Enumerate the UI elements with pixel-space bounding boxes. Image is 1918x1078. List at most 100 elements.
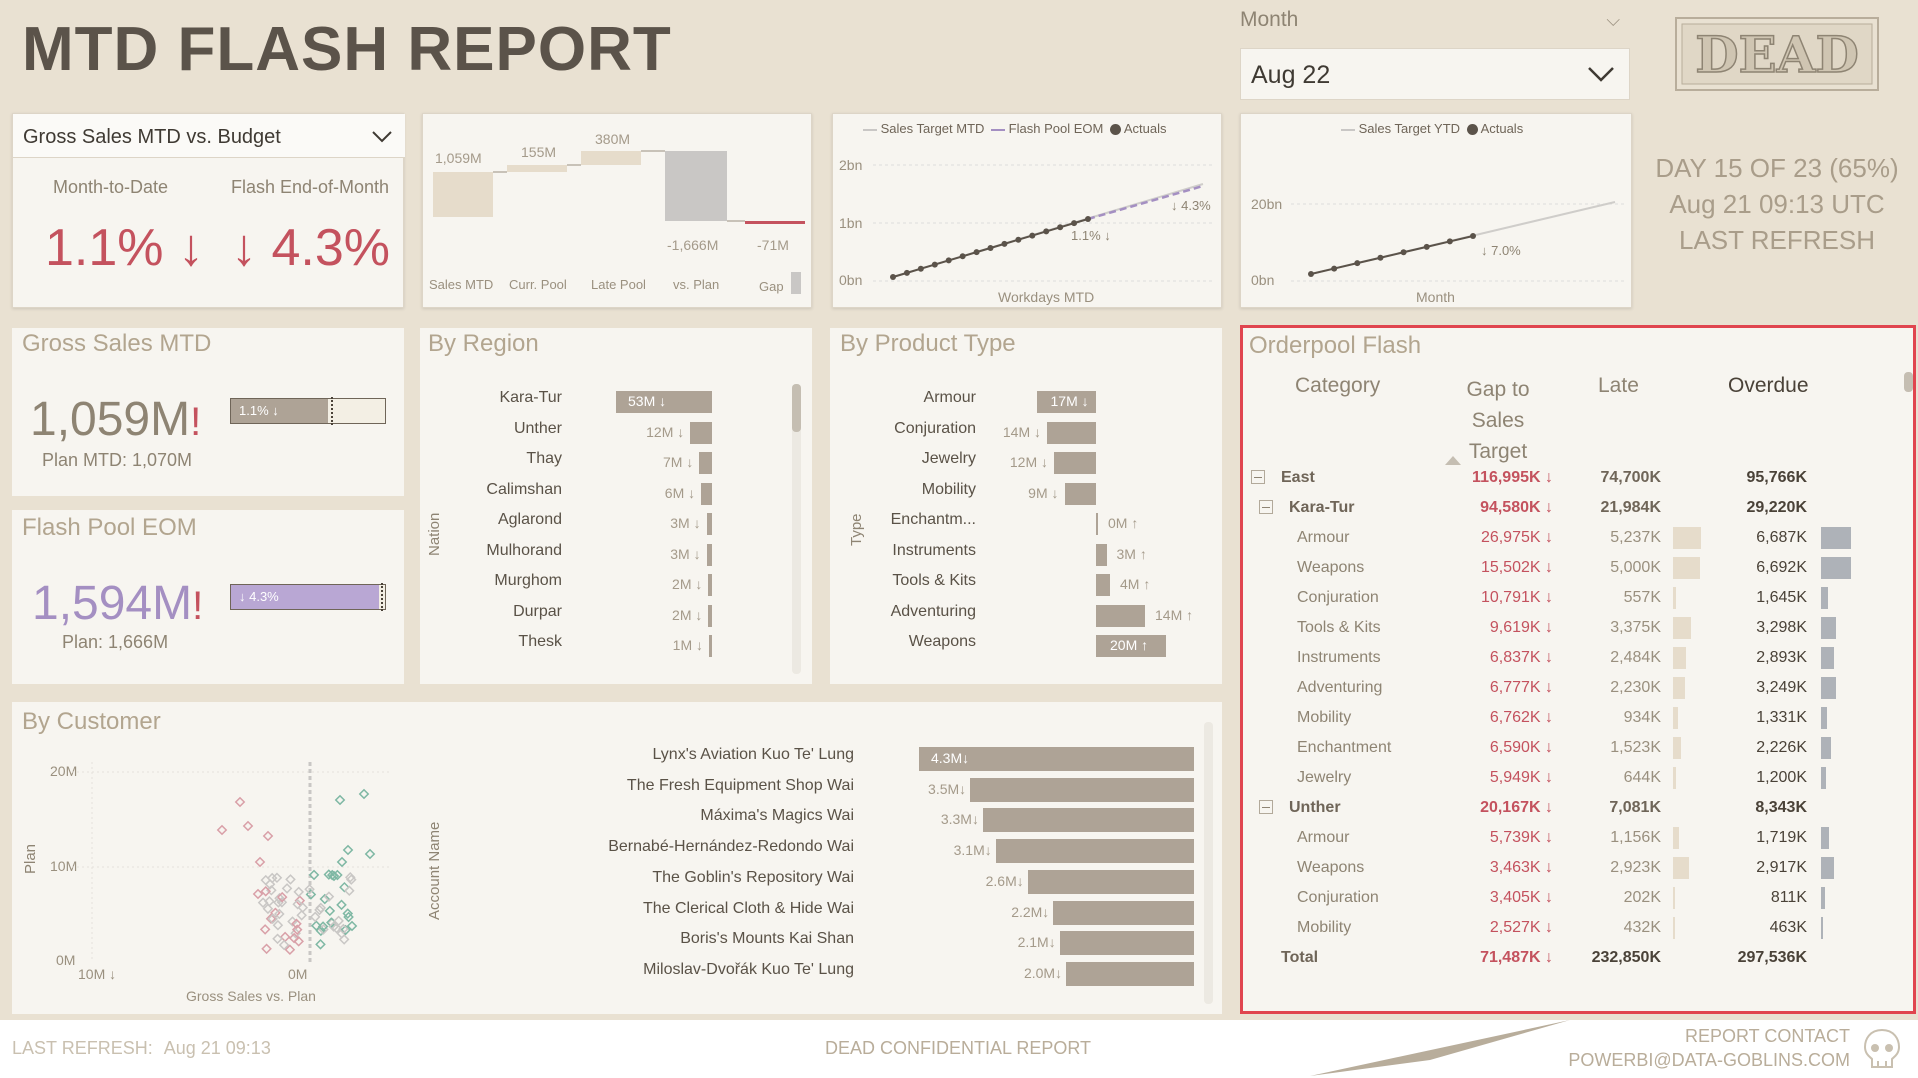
table-row[interactable]: Unther 20,167K ↓ 7,081K 8,343K	[1243, 793, 1851, 823]
customer-label: The Fresh Equipment Shop Wai	[626, 776, 854, 794]
total-row: Total 71,487K ↓ 232,850K 297,536K	[1243, 943, 1851, 973]
scrollbar[interactable]	[1904, 372, 1913, 932]
collapse-icon[interactable]	[1251, 470, 1265, 484]
table-row[interactable]: Conjuration 10,791K ↓ 557K 1,645K	[1243, 583, 1851, 613]
late-bar-cell	[1661, 763, 1701, 793]
gap-cell: 3,405K ↓	[1489, 889, 1553, 906]
scatter-point	[267, 913, 278, 925]
collapse-icon[interactable]	[1259, 500, 1273, 514]
table-row[interactable]: Armour 26,975K ↓ 5,237K 6,687K	[1243, 523, 1851, 553]
region-value-label: 3M ↓	[670, 515, 701, 531]
product-bar[interactable]	[1047, 421, 1096, 444]
region-bar[interactable]	[699, 452, 712, 474]
category-cell: Kara-Tur	[1243, 493, 1423, 523]
actuals-point	[1001, 240, 1008, 247]
region-bar[interactable]	[701, 482, 712, 505]
collapse-icon[interactable]	[1259, 800, 1273, 814]
customer-bar[interactable]	[919, 747, 1194, 771]
y-tick: 20bn	[1251, 196, 1283, 212]
table-row[interactable]: Mobility 2,527K ↓ 432K 463K	[1243, 913, 1851, 943]
table-row[interactable]: Mobility 6,762K ↓ 934K 1,331K	[1243, 703, 1851, 733]
gross-sales-bullet: 1.1% ↓	[230, 397, 386, 425]
column-header-gap[interactable]: Gap to Sales Target	[1466, 378, 1530, 463]
bullet-label: 1.1% ↓	[239, 403, 279, 418]
product-bar[interactable]	[1096, 635, 1166, 657]
scatter-point	[234, 796, 246, 808]
sort-ascending-icon[interactable]	[1445, 456, 1461, 465]
table-row[interactable]: Instruments 6,837K ↓ 2,484K 2,893K	[1243, 643, 1851, 673]
product-bar[interactable]	[1036, 391, 1096, 413]
scatter-point	[338, 923, 349, 935]
panel-title: Gross Sales MTD	[22, 330, 212, 357]
region-bar[interactable]	[706, 513, 712, 535]
contact-email[interactable]: POWERBI@DATA-GOBLINS.COM	[1568, 1050, 1850, 1070]
product-bar[interactable]	[1096, 513, 1098, 535]
total-overdue: 297,536K	[1737, 949, 1807, 966]
customer-bar[interactable]	[970, 777, 1194, 802]
x-axis-label: Month	[1416, 289, 1455, 305]
scatter-point	[343, 911, 354, 923]
scatter-point	[324, 905, 336, 917]
table-row[interactable]: Armour 5,739K ↓ 1,156K 1,719K	[1243, 823, 1851, 853]
kpi-eom-label: Flash End-of-Month	[231, 177, 390, 197]
scatter-point	[261, 943, 272, 955]
product-bar[interactable]	[1054, 452, 1096, 474]
scatter-point	[338, 934, 350, 945]
gap-cell: 116,995K ↓	[1472, 469, 1553, 486]
region-bar[interactable]	[709, 635, 712, 657]
column-header-overdue[interactable]: Overdue	[1728, 374, 1809, 397]
annotation-label: ↓ 7.0%	[1481, 243, 1521, 258]
customer-bar[interactable]	[1053, 900, 1194, 925]
table-row[interactable]: Jewelry 5,949K ↓ 644K 1,200K	[1243, 763, 1851, 793]
table-row[interactable]: East 116,995K ↓ 74,700K 95,766K	[1243, 463, 1851, 493]
product-label: Armour	[923, 389, 976, 406]
late-bar	[1673, 527, 1701, 549]
region-bar[interactable]	[690, 421, 712, 444]
scatter-point	[288, 932, 300, 944]
customer-bar[interactable]	[995, 839, 1194, 864]
customer-bar[interactable]	[1066, 961, 1194, 986]
region-bar[interactable]	[708, 574, 712, 596]
late-cell: 2,230K	[1610, 679, 1661, 696]
waterfall-bar-gap	[745, 221, 805, 224]
customer-bar[interactable]	[1059, 931, 1194, 956]
column-header-late[interactable]: Late	[1598, 374, 1639, 397]
product-bar[interactable]	[1096, 574, 1110, 596]
waterfall-chart	[433, 150, 805, 294]
table-row[interactable]: Adventuring 6,777K ↓ 2,230K 3,249K	[1243, 673, 1851, 703]
overdue-bar-cell	[1807, 673, 1851, 703]
product-value-label: 14M ↑	[1155, 606, 1194, 623]
column-header-category[interactable]: Category	[1295, 374, 1381, 397]
scrollbar[interactable]	[1204, 722, 1213, 1004]
gap-cell: 10,791K ↓	[1480, 589, 1553, 606]
table-row[interactable]: Weapons 15,502K ↓ 5,000K 6,692K	[1243, 553, 1851, 583]
gap-cell: 6,837K ↓	[1489, 649, 1553, 666]
logo-text: DEAD	[1695, 25, 1859, 84]
late-bar	[1673, 707, 1678, 729]
table-row[interactable]: Tools & Kits 9,619K ↓ 3,375K 3,298K	[1243, 613, 1851, 643]
y-tick: 0bn	[839, 272, 863, 288]
table-row[interactable]: Conjuration 3,405K ↓ 202K 811K	[1243, 883, 1851, 913]
chevron-down-icon[interactable]: ⌵	[1606, 10, 1620, 30]
x-tick: 10M ↓	[78, 966, 117, 982]
kpi-selector[interactable]: Gross Sales MTD vs. Budget	[13, 114, 405, 158]
table-row[interactable]: Weapons 3,463K ↓ 2,923K 2,917K	[1243, 853, 1851, 883]
table-row[interactable]: Enchantment 6,590K ↓ 1,523K 2,226K	[1243, 733, 1851, 763]
customer-bar[interactable]	[1027, 869, 1194, 894]
region-bar[interactable]	[708, 604, 712, 627]
month-dropdown[interactable]: Aug 22	[1240, 48, 1630, 100]
total-gap: 71,487K ↓	[1480, 949, 1553, 966]
customer-bar[interactable]	[982, 808, 1194, 833]
region-bar[interactable]	[616, 391, 712, 413]
product-label: Conjuration	[894, 419, 976, 437]
region-label: Thay	[526, 450, 562, 467]
overdue-bar	[1821, 917, 1824, 939]
region-bar[interactable]	[706, 543, 712, 566]
y-axis-title: Account Name	[426, 821, 443, 920]
scrollbar[interactable]	[792, 384, 801, 674]
product-bar[interactable]	[1096, 543, 1107, 566]
category-cell: Weapons	[1243, 553, 1423, 583]
table-row[interactable]: Kara-Tur 94,580K ↓ 21,984K 29,220K	[1243, 493, 1851, 523]
product-bar[interactable]	[1096, 604, 1145, 627]
product-bar[interactable]	[1064, 482, 1096, 505]
